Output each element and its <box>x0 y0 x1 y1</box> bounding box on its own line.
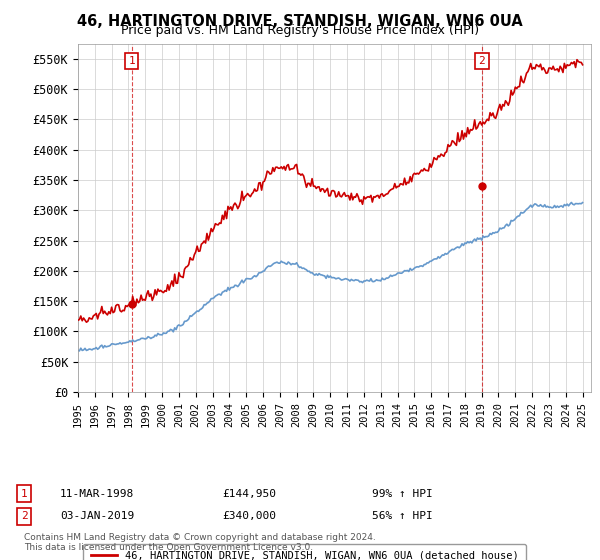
Text: 2: 2 <box>20 511 28 521</box>
Text: 99% ↑ HPI: 99% ↑ HPI <box>372 489 433 499</box>
Text: £144,950: £144,950 <box>222 489 276 499</box>
Text: 2: 2 <box>478 56 485 66</box>
Text: 03-JAN-2019: 03-JAN-2019 <box>60 511 134 521</box>
Text: 11-MAR-1998: 11-MAR-1998 <box>60 489 134 499</box>
Text: 56% ↑ HPI: 56% ↑ HPI <box>372 511 433 521</box>
Text: 1: 1 <box>128 56 135 66</box>
Text: This data is licensed under the Open Government Licence v3.0.: This data is licensed under the Open Gov… <box>24 543 313 552</box>
Text: Contains HM Land Registry data © Crown copyright and database right 2024.: Contains HM Land Registry data © Crown c… <box>24 533 376 542</box>
Text: 1: 1 <box>20 489 28 499</box>
Text: £340,000: £340,000 <box>222 511 276 521</box>
Text: Price paid vs. HM Land Registry's House Price Index (HPI): Price paid vs. HM Land Registry's House … <box>121 24 479 37</box>
Legend: 46, HARTINGTON DRIVE, STANDISH, WIGAN, WN6 0UA (detached house), HPI: Average pr: 46, HARTINGTON DRIVE, STANDISH, WIGAN, W… <box>83 544 526 560</box>
Text: 46, HARTINGTON DRIVE, STANDISH, WIGAN, WN6 0UA: 46, HARTINGTON DRIVE, STANDISH, WIGAN, W… <box>77 14 523 29</box>
